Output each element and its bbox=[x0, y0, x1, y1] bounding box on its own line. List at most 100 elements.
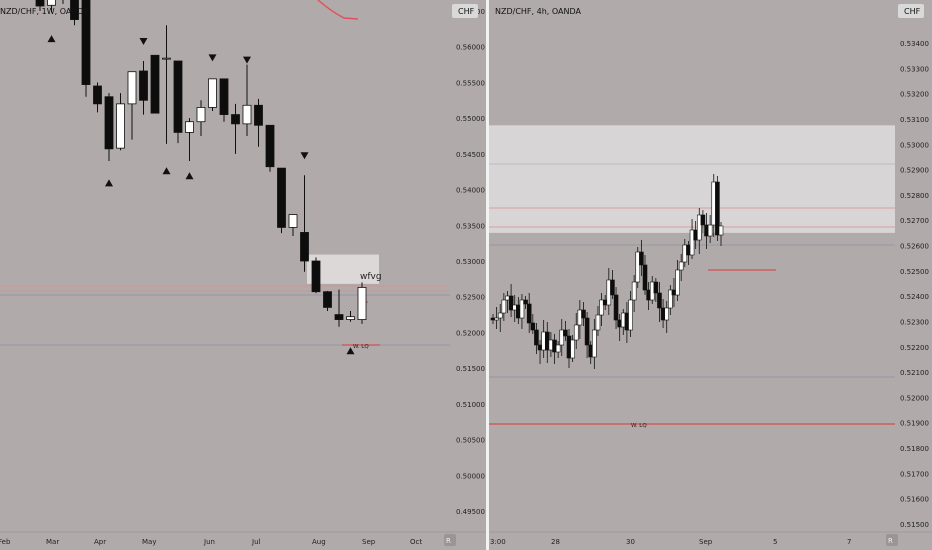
time-axis[interactable] bbox=[0, 532, 486, 550]
candle[interactable] bbox=[689, 219, 695, 259]
x-tick-label: Mar bbox=[46, 538, 59, 546]
price-axis[interactable] bbox=[450, 0, 486, 532]
symbol-label: NZD/CHF, 1W, OANDA bbox=[0, 7, 89, 16]
y-tick-label: 0.56000 bbox=[456, 44, 485, 52]
candle[interactable] bbox=[501, 293, 507, 321]
arrow-down-icon bbox=[208, 54, 217, 62]
candle[interactable] bbox=[631, 275, 637, 312]
candle[interactable] bbox=[93, 82, 102, 113]
candle[interactable] bbox=[700, 210, 706, 233]
candle[interactable] bbox=[127, 71, 137, 140]
currency-badge-label: CHF bbox=[904, 7, 921, 16]
weekly-chart-panel[interactable]: wfvg W. LQ NZD/CHF, 1W, OANDA 0.565000.5… bbox=[0, 0, 486, 550]
candle[interactable] bbox=[265, 124, 275, 172]
candle[interactable] bbox=[664, 301, 670, 333]
candle[interactable] bbox=[599, 293, 604, 326]
candle[interactable] bbox=[592, 319, 597, 369]
candle[interactable] bbox=[242, 64, 252, 136]
candle[interactable] bbox=[494, 307, 499, 329]
x-tick-label: 30 bbox=[626, 538, 635, 546]
panel-divider[interactable] bbox=[486, 0, 489, 550]
candle[interactable] bbox=[595, 306, 601, 336]
candle[interactable] bbox=[675, 260, 680, 301]
candle[interactable] bbox=[277, 167, 286, 234]
candle[interactable] bbox=[300, 175, 309, 272]
y-tick-label: 0.52400 bbox=[900, 293, 929, 301]
candle[interactable] bbox=[642, 255, 648, 295]
candle[interactable] bbox=[70, 0, 79, 26]
candle[interactable] bbox=[559, 319, 565, 356]
candle[interactable] bbox=[208, 78, 217, 111]
candle[interactable] bbox=[635, 247, 641, 288]
candle[interactable] bbox=[59, 0, 67, 4]
price-axis[interactable] bbox=[895, 0, 932, 532]
currency-badge[interactable] bbox=[898, 4, 924, 18]
candle[interactable] bbox=[196, 100, 206, 136]
candle[interactable] bbox=[346, 311, 355, 322]
weekly-liquidity-label: W. LQ bbox=[631, 423, 647, 429]
candle[interactable] bbox=[555, 341, 561, 358]
candle[interactable] bbox=[311, 257, 321, 294]
candle[interactable] bbox=[185, 118, 194, 161]
y-tick-label: 0.52100 bbox=[900, 369, 929, 377]
candle[interactable] bbox=[357, 282, 367, 324]
candle[interactable] bbox=[526, 293, 532, 333]
candle[interactable] bbox=[519, 294, 525, 329]
candle[interactable] bbox=[139, 61, 148, 115]
x-tick-label: Sep bbox=[699, 538, 713, 546]
candle[interactable] bbox=[668, 285, 673, 315]
candle[interactable] bbox=[150, 54, 160, 114]
candle[interactable] bbox=[718, 222, 724, 246]
candle[interactable] bbox=[288, 214, 298, 236]
arrow-down-icon bbox=[243, 56, 251, 64]
candle[interactable] bbox=[573, 313, 579, 349]
candle[interactable] bbox=[653, 278, 659, 302]
candle[interactable] bbox=[570, 335, 575, 362]
candle[interactable] bbox=[613, 287, 619, 329]
x-tick-label: Feb bbox=[0, 538, 11, 546]
x-tick-label: Jun bbox=[203, 538, 215, 546]
candle[interactable] bbox=[81, 0, 91, 97]
candle[interactable] bbox=[116, 93, 125, 151]
hourly-chart-panel[interactable]: W. LQ NZD/CHF, 4h, OANDA 0.53400 0.53300 0… bbox=[489, 0, 932, 550]
y-tick-label: 0.51000 bbox=[456, 401, 485, 409]
candle[interactable] bbox=[497, 304, 503, 332]
candle[interactable] bbox=[657, 282, 662, 322]
y-tick-label: 0.53100 bbox=[900, 116, 929, 124]
candle[interactable] bbox=[696, 208, 702, 254]
candle[interactable] bbox=[323, 291, 332, 311]
bottom-badge[interactable] bbox=[444, 534, 456, 546]
candle[interactable] bbox=[47, 0, 56, 13]
candle[interactable] bbox=[173, 60, 183, 144]
bottom-badge[interactable] bbox=[886, 534, 898, 546]
candle[interactable] bbox=[219, 78, 229, 122]
candle[interactable] bbox=[530, 314, 536, 334]
candle[interactable] bbox=[581, 302, 586, 326]
candle[interactable] bbox=[104, 93, 114, 161]
candle[interactable] bbox=[563, 321, 568, 341]
candle[interactable] bbox=[707, 215, 713, 243]
candle[interactable] bbox=[534, 323, 539, 354]
y-tick-label: 0.52000 bbox=[900, 394, 929, 402]
candle[interactable] bbox=[231, 103, 240, 154]
candle[interactable] bbox=[639, 240, 644, 276]
candle[interactable] bbox=[523, 296, 528, 309]
candle[interactable] bbox=[715, 176, 720, 241]
candle[interactable] bbox=[678, 254, 684, 281]
candle[interactable] bbox=[610, 270, 615, 299]
arrow-down-icon bbox=[139, 38, 148, 45]
candle[interactable] bbox=[628, 291, 633, 337]
arrow-down-icon bbox=[300, 152, 309, 160]
candle[interactable] bbox=[254, 98, 263, 147]
candle[interactable] bbox=[584, 312, 590, 358]
candle[interactable] bbox=[35, 0, 45, 11]
candle[interactable] bbox=[162, 25, 171, 144]
supply-zone[interactable] bbox=[489, 125, 895, 233]
candle[interactable] bbox=[334, 289, 344, 327]
candle[interactable] bbox=[508, 284, 514, 317]
arrow-up-icon bbox=[47, 35, 56, 43]
currency-badge[interactable] bbox=[452, 4, 478, 18]
time-axis[interactable] bbox=[489, 532, 932, 550]
zone-label: wfvg bbox=[360, 272, 382, 282]
arrow-up-icon bbox=[162, 167, 171, 175]
